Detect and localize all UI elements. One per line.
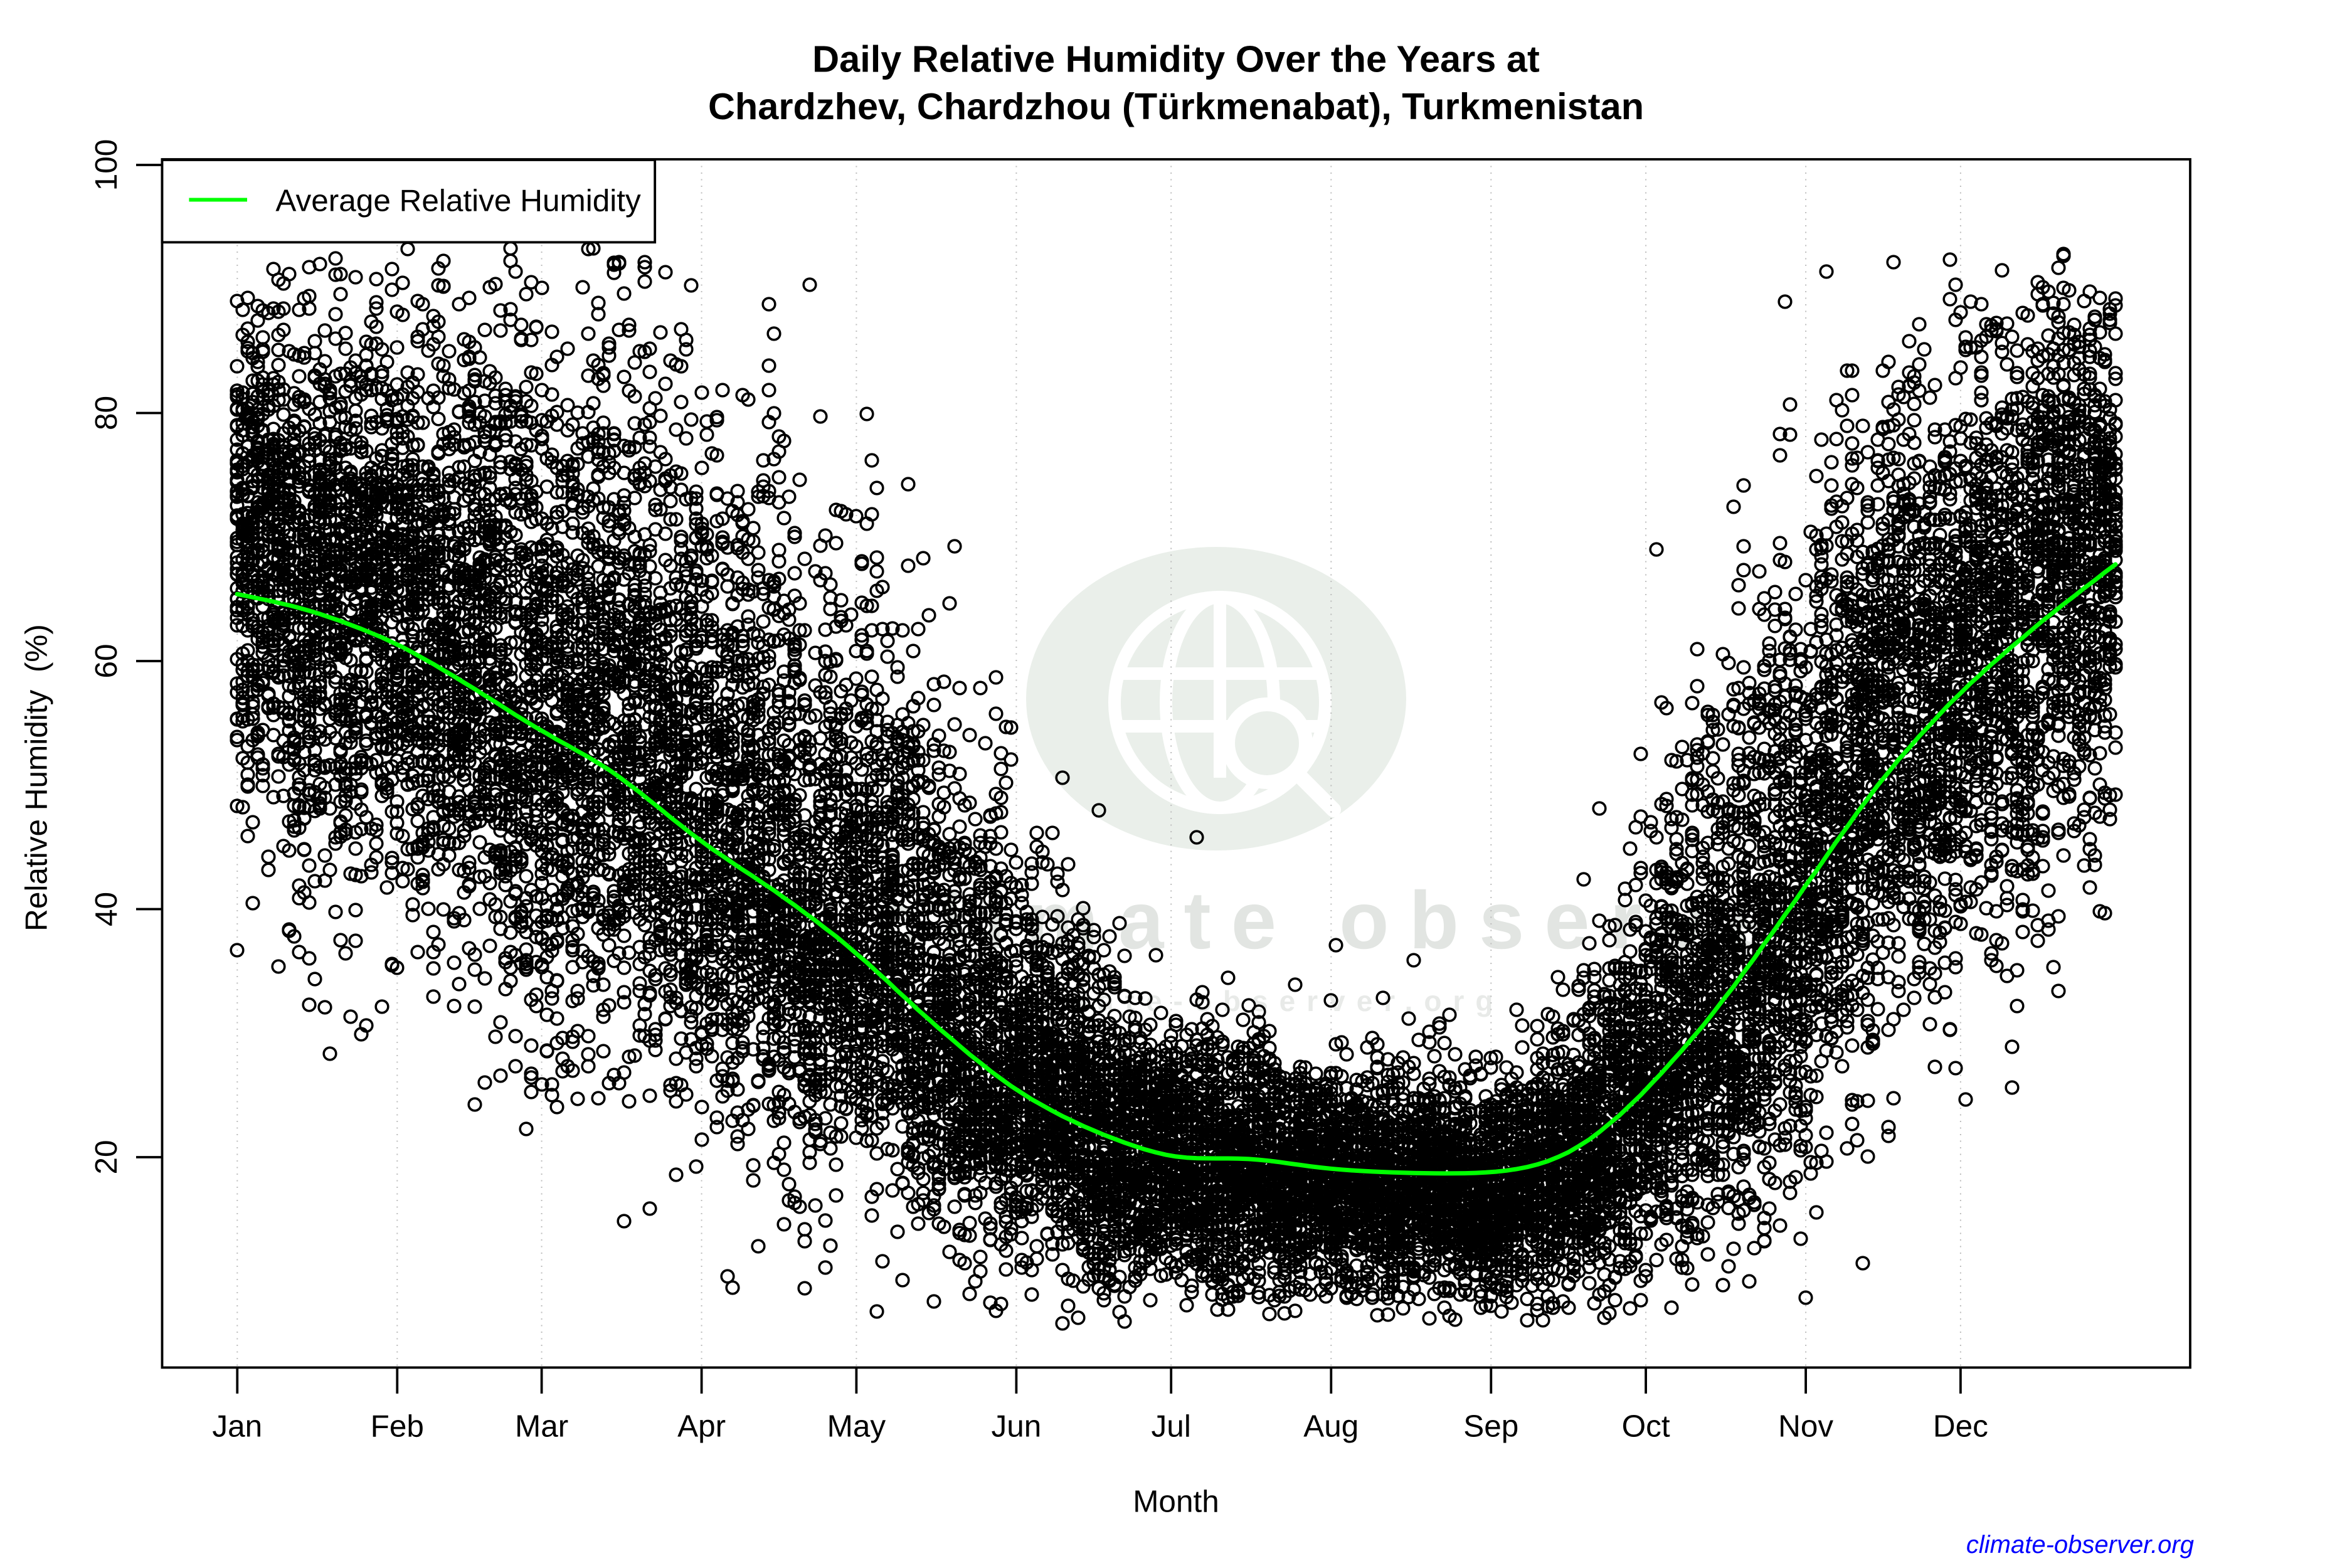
svg-text:Apr: Apr [677,1409,726,1443]
svg-text:Jul: Jul [1152,1409,1191,1443]
svg-text:Chardzhev, Chardzhou (Türkmena: Chardzhev, Chardzhou (Türkmenabat), Turk… [708,85,1644,127]
svg-text:Feb: Feb [371,1409,424,1443]
svg-text:20: 20 [89,1140,124,1174]
svg-text:climate-observer.org: climate-observer.org [995,985,1505,1017]
svg-text:Jan: Jan [212,1409,262,1443]
svg-text:Relative Humidity (%): Relative Humidity (%) [19,624,54,931]
svg-text:Dec: Dec [1933,1409,1988,1443]
svg-text:80: 80 [89,396,124,430]
svg-text:Jun: Jun [991,1409,1041,1443]
svg-text:Daily Relative Humidity Over t: Daily Relative Humidity Over the Years a… [812,38,1540,80]
svg-text:climate-observer.org: climate-observer.org [1966,1531,2194,1559]
svg-text:60: 60 [89,644,124,678]
svg-text:Average Relative Humidity: Average Relative Humidity [275,183,641,218]
svg-text:Mar: Mar [515,1409,568,1443]
svg-text:Month: Month [1133,1485,1219,1519]
svg-text:climate observer: climate observer [875,874,1844,966]
svg-text:Aug: Aug [1303,1409,1359,1443]
svg-text:Oct: Oct [1622,1409,1670,1443]
svg-text:40: 40 [89,892,124,926]
svg-text:Nov: Nov [1778,1409,1833,1443]
svg-text:May: May [827,1409,886,1443]
svg-text:Sep: Sep [1463,1409,1518,1443]
svg-text:100: 100 [89,139,124,191]
